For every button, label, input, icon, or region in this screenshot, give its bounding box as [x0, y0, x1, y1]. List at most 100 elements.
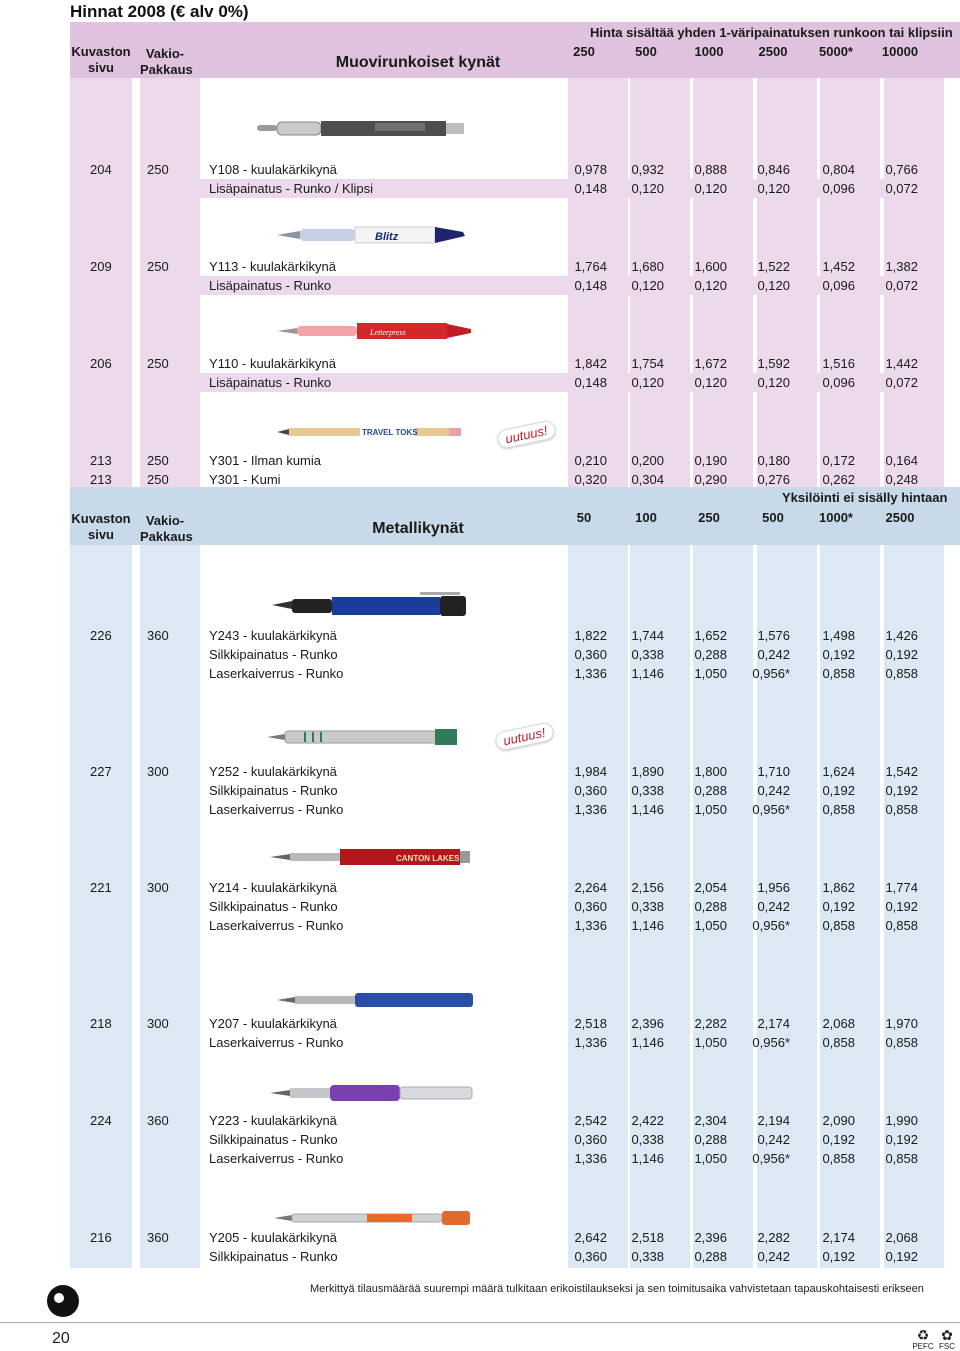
price-cell: 1,516 — [822, 356, 855, 371]
price-cell: 0,288 — [694, 783, 727, 798]
catalog-page-cell: 226 — [90, 628, 112, 643]
page-number: 20 — [52, 1330, 70, 1347]
price-cell: 2,396 — [694, 1230, 727, 1245]
product-description-cell: Laserkaiverrus - Runko — [209, 802, 344, 817]
price-cell: 0,978 — [574, 162, 607, 177]
product-description-cell: Silkkipainatus - Runko — [209, 1249, 338, 1264]
price-cell: 1,336 — [574, 1035, 607, 1050]
price-cell: 0,360 — [574, 1249, 607, 1264]
price-cell: 0,888 — [694, 162, 727, 177]
price-cell: 0,338 — [631, 783, 664, 798]
plastic-column-band — [140, 78, 200, 487]
catalog-page-cell: 216 — [90, 1230, 112, 1245]
product-description-cell: Y110 - kuulakärkikynä — [209, 356, 336, 371]
metal-column-band — [140, 545, 200, 1268]
price-cell: 1,050 — [694, 1151, 727, 1166]
metal-price-row: Laserkaiverrus - Runko 1,336 1,146 1,050 0,9… — [70, 664, 934, 683]
price-cell: 1,146 — [631, 666, 664, 681]
plastic-price-row: Lisäpainatus - Runko 0,148 0,120 0,120 0,120… — [70, 373, 934, 392]
price-cell: 1,426 — [885, 628, 918, 643]
pen-image-y243 — [272, 592, 466, 616]
catalog-page-cell: 224 — [90, 1113, 112, 1128]
price-cell: 0,858 — [885, 666, 918, 681]
metal-column-band — [757, 545, 817, 1268]
plastic-price-row: 213 250 Y301 - Ilman kumia 0,210 0,200 0,190 0… — [70, 451, 934, 470]
metal-price-row: 218 300 Y207 - kuulakärkikynä 2,518 2,396 2,2… — [70, 1014, 934, 1033]
metal-price-row: Laserkaiverrus - Runko 1,336 1,146 1,050 0,9… — [70, 1033, 934, 1052]
new-badge-y252: uutuus! — [493, 721, 555, 752]
price-cell: 0,846 — [757, 162, 790, 177]
price-cell: 0,164 — [885, 453, 918, 468]
product-description-cell: Y205 - kuulakärkikynä — [209, 1230, 337, 1245]
price-cell: 1,600 — [694, 259, 727, 274]
metal-col-pack-1: Vakio- — [145, 513, 185, 528]
metal-column-band — [70, 545, 132, 1268]
price-cell: 0,858 — [822, 918, 855, 933]
price-cell: 0,180 — [757, 453, 790, 468]
price-cell: 1,624 — [822, 764, 855, 779]
price-cell: 1,336 — [574, 666, 607, 681]
price-cell: 0,192 — [822, 647, 855, 662]
price-cell: 0,858 — [822, 1035, 855, 1050]
fsc-label: FSC — [939, 1342, 955, 1351]
metal-column-band — [820, 545, 880, 1268]
catalog-page-cell: 206 — [90, 356, 112, 371]
metal-section-title: Metallikynät — [372, 520, 464, 537]
row-shade — [200, 179, 934, 198]
price-cell: 0,120 — [631, 278, 664, 293]
pack-size-cell: 250 — [147, 162, 169, 177]
price-cell: 0,120 — [631, 181, 664, 196]
product-description-cell: Y223 - kuulakärkikynä — [209, 1113, 337, 1128]
price-cell: 0,956* — [752, 666, 790, 681]
price-cell: 2,068 — [885, 1230, 918, 1245]
metal-quantity-header: 2500 — [885, 510, 915, 525]
price-cell: 1,442 — [885, 356, 918, 371]
metal-price-note: Yksilöinti ei sisälly hintaan — [782, 490, 948, 505]
price-cell: 0,072 — [885, 278, 918, 293]
pack-size-cell: 250 — [147, 356, 169, 371]
price-cell: 1,146 — [631, 802, 664, 817]
price-cell: 1,862 — [822, 880, 855, 895]
price-cell: 1,498 — [822, 628, 855, 643]
metal-price-row: Laserkaiverrus - Runko 1,336 1,146 1,050 0,9… — [70, 1149, 934, 1168]
plastic-col-page-header: Kuvaston sivu — [71, 44, 131, 75]
price-cell: 0,192 — [885, 783, 918, 798]
plastic-quantity-header: 1000 — [694, 44, 724, 59]
price-cell: 0,858 — [885, 1035, 918, 1050]
price-cell: 1,382 — [885, 259, 918, 274]
plastic-price-row: Lisäpainatus - Runko / Klipsi 0,148 0,120 0… — [70, 179, 934, 198]
product-description-cell: Silkkipainatus - Runko — [209, 783, 338, 798]
pack-size-cell: 250 — [147, 472, 169, 487]
price-cell: 0,120 — [631, 375, 664, 390]
price-cell: 1,542 — [885, 764, 918, 779]
metal-price-row: Laserkaiverrus - Runko 1,336 1,146 1,050 0,9… — [70, 916, 934, 935]
price-cell: 2,518 — [631, 1230, 664, 1245]
pen-print-y301: TRAVEL TOKS — [362, 428, 418, 437]
plastic-quantity-header: 10000 — [881, 44, 919, 59]
price-cell: 1,336 — [574, 802, 607, 817]
price-cell: 2,304 — [694, 1113, 727, 1128]
price-cell: 0,120 — [694, 181, 727, 196]
price-cell: 2,264 — [574, 880, 607, 895]
price-cell: 1,336 — [574, 1151, 607, 1166]
price-cell: 0,120 — [757, 278, 790, 293]
plastic-col-pack-header: Vakio- Pakkaus — [140, 46, 193, 78]
price-cell: 1,050 — [694, 802, 727, 817]
price-cell: 1,970 — [885, 1016, 918, 1031]
price-cell: 2,422 — [631, 1113, 664, 1128]
price-cell: 0,276 — [757, 472, 790, 487]
product-description-cell: Lisäpainatus - Runko — [209, 278, 332, 293]
product-description-cell: Laserkaiverrus - Runko — [209, 666, 344, 681]
product-description-cell: Y207 - kuulakärkikynä — [209, 1016, 337, 1031]
page-title: Hinnat 2008 (€ alv 0%) — [70, 2, 249, 21]
price-cell: 0,192 — [885, 1132, 918, 1147]
price-cell: 1,576 — [757, 628, 790, 643]
price-cell: 0,242 — [757, 1132, 790, 1147]
price-cell: 2,396 — [631, 1016, 664, 1031]
metal-column-band — [568, 545, 628, 1268]
price-cell: 0,304 — [631, 472, 664, 487]
price-cell: 2,174 — [822, 1230, 855, 1245]
price-cell: 1,774 — [885, 880, 918, 895]
price-cell: 0,120 — [694, 375, 727, 390]
metal-price-row: Silkkipainatus - Runko 0,360 0,338 0,288 0,2… — [70, 1130, 934, 1149]
